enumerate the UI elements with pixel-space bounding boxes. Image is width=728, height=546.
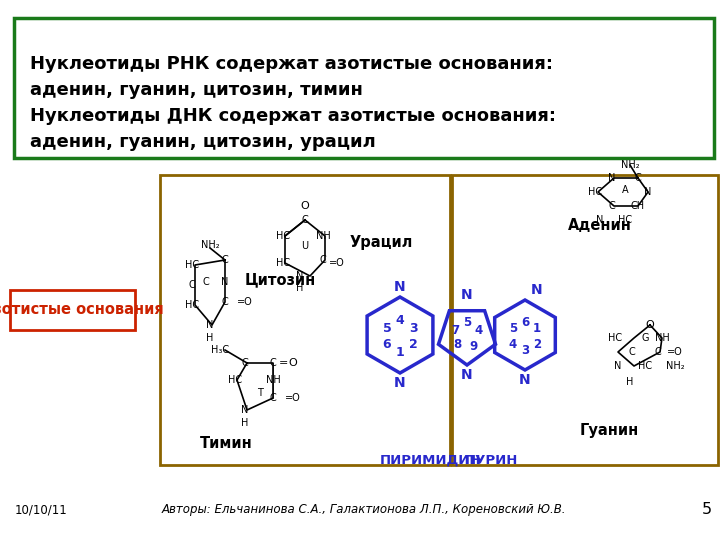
Text: C: C: [269, 393, 277, 403]
Text: NH: NH: [654, 333, 669, 343]
Text: C: C: [221, 255, 229, 265]
Bar: [14, 18, 714, 158]
Text: O: O: [288, 358, 297, 368]
Text: N: N: [221, 277, 229, 287]
Text: C: C: [301, 215, 309, 225]
Text: 4: 4: [509, 337, 517, 351]
Text: N: N: [394, 280, 405, 294]
Text: Азотистые основания: Азотистые основания: [0, 302, 163, 318]
Text: Тимин: Тимин: [200, 436, 253, 450]
Text: 4: 4: [395, 314, 404, 328]
Text: N: N: [596, 215, 604, 225]
Text: 5: 5: [463, 317, 471, 329]
Text: H: H: [206, 333, 214, 343]
Text: Нуклеотиды РНК содержат азотистые основания:: Нуклеотиды РНК содержат азотистые основа…: [30, 55, 553, 73]
Text: N: N: [461, 288, 472, 302]
Text: HC: HC: [228, 375, 242, 385]
Text: 5: 5: [509, 323, 517, 335]
Text: =O: =O: [285, 393, 301, 403]
Text: C: C: [269, 358, 277, 368]
Text: N: N: [206, 320, 214, 330]
Text: ПУРИН: ПУРИН: [465, 454, 518, 466]
Text: Урацил: Урацил: [350, 235, 414, 251]
Text: O: O: [646, 320, 654, 330]
Text: Авторы: Ельчанинова С.А., Галактионова Л.П., Кореновский Ю.В.: Авторы: Ельчанинова С.А., Галактионова Л…: [162, 503, 566, 517]
Text: Аденин: Аденин: [568, 217, 632, 233]
Text: C: C: [609, 201, 615, 211]
Text: HC: HC: [638, 361, 652, 371]
Text: N: N: [531, 283, 543, 297]
Bar: [452, 175, 718, 465]
Text: =O: =O: [667, 347, 683, 357]
Text: 4: 4: [475, 324, 483, 337]
Text: ПИРИМИДИН: ПИРИМИДИН: [380, 454, 481, 466]
Text: H: H: [626, 377, 633, 387]
Text: C: C: [221, 297, 229, 307]
Text: C: C: [242, 358, 248, 368]
Text: 5: 5: [702, 502, 712, 518]
Text: G: G: [641, 333, 649, 343]
Text: C: C: [654, 347, 661, 357]
Text: H: H: [296, 283, 304, 293]
Text: N: N: [609, 173, 616, 183]
Text: =O: =O: [237, 297, 253, 307]
Text: 1: 1: [395, 347, 404, 359]
Text: 5: 5: [383, 322, 392, 335]
Text: H: H: [241, 418, 249, 428]
Text: T: T: [257, 388, 263, 398]
Bar: [160, 175, 450, 465]
Bar: [10, 290, 135, 330]
Text: 10/10/11: 10/10/11: [15, 503, 68, 517]
Text: 2: 2: [533, 337, 541, 351]
Text: U: U: [301, 241, 309, 251]
Text: аденин, гуанин, цитозин, урацил: аденин, гуанин, цитозин, урацил: [30, 133, 376, 151]
Text: A: A: [622, 185, 628, 195]
Text: C: C: [189, 280, 195, 290]
Text: HC: HC: [185, 260, 199, 270]
Text: C: C: [628, 347, 636, 357]
Text: аденин, гуанин, цитозин, тимин: аденин, гуанин, цитозин, тимин: [30, 81, 363, 99]
Text: 9: 9: [469, 341, 477, 353]
Text: HC: HC: [608, 333, 622, 343]
Text: 6: 6: [521, 317, 529, 329]
Text: Нуклеотиды ДНК содержат азотистые основания:: Нуклеотиды ДНК содержат азотистые основа…: [30, 107, 556, 125]
Text: N: N: [296, 271, 304, 281]
Text: HC: HC: [618, 215, 632, 225]
Text: 8: 8: [453, 339, 461, 352]
Text: NH: NH: [266, 375, 280, 385]
Text: 6: 6: [383, 339, 392, 352]
Text: C: C: [635, 173, 641, 183]
Text: =: =: [278, 358, 288, 368]
Text: HC: HC: [185, 300, 199, 310]
Text: C: C: [202, 277, 210, 287]
Text: C: C: [320, 255, 326, 265]
Text: H₃C: H₃C: [211, 345, 229, 355]
Text: 7: 7: [451, 323, 459, 336]
Text: 2: 2: [408, 339, 417, 352]
Text: NH: NH: [316, 231, 331, 241]
Text: N: N: [461, 368, 472, 382]
Text: O: O: [301, 201, 309, 211]
Text: N: N: [241, 405, 249, 415]
Text: HC: HC: [276, 231, 290, 241]
Text: 1: 1: [533, 323, 541, 335]
Text: CH: CH: [631, 201, 645, 211]
Text: HC: HC: [276, 258, 290, 268]
Text: NH₂: NH₂: [665, 361, 684, 371]
Text: =O: =O: [329, 258, 345, 268]
Text: Цитозин: Цитозин: [245, 272, 316, 288]
Text: NH₂: NH₂: [621, 160, 639, 170]
Text: 3: 3: [408, 322, 417, 335]
Text: HC: HC: [588, 187, 602, 197]
Text: NH₂: NH₂: [201, 240, 219, 250]
Text: Гуанин: Гуанин: [580, 423, 639, 437]
Text: N: N: [644, 187, 652, 197]
Text: N: N: [519, 373, 531, 387]
Text: 3: 3: [521, 345, 529, 358]
Text: N: N: [614, 361, 622, 371]
Text: N: N: [394, 376, 405, 390]
